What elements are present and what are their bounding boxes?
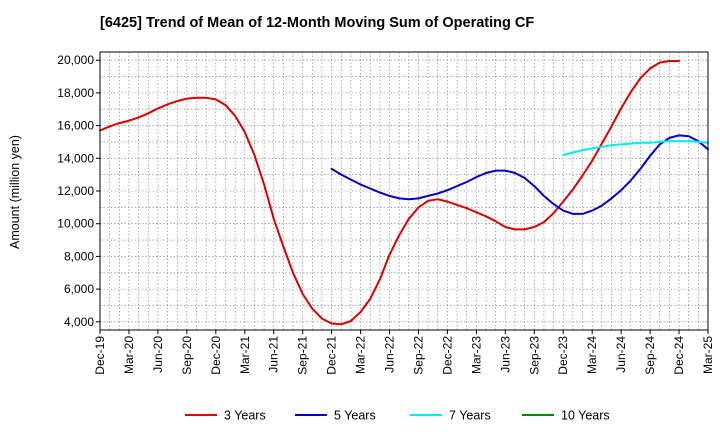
- x-tick-label: Jun-22: [383, 336, 397, 373]
- y-axis-label: Amount (million yen): [8, 135, 22, 249]
- legend-label-3-years: 3 Years: [224, 409, 266, 423]
- grid: [100, 52, 708, 330]
- x-tick-label: Mar-24: [585, 336, 599, 374]
- x-tick-label: Dec-22: [440, 336, 454, 375]
- x-tick-label: Sep-24: [643, 336, 657, 375]
- legend-label-10-years: 10 Years: [561, 409, 610, 423]
- legend: 3 Years 5 Years 7 Years 10 Years: [185, 409, 610, 423]
- y-tick-label: 10,000: [57, 217, 94, 231]
- x-tick-label: Mar-20: [122, 336, 136, 374]
- x-tick-label: Jun-24: [614, 336, 628, 373]
- y-tick-label: 12,000: [57, 184, 94, 198]
- series-line-3-years: [99, 60, 680, 326]
- x-axis-ticks: Dec-19 Mar-20 Jun-20 Sep-20 Dec-20 Mar-21 Jun-…: [93, 330, 715, 375]
- x-tick-label: Mar-21: [238, 336, 252, 374]
- y-tick-label: 4,000: [64, 315, 94, 329]
- x-tick-label: Mar-22: [354, 336, 368, 374]
- x-tick-label: Dec-24: [672, 336, 686, 375]
- y-tick-label: 14,000: [57, 151, 94, 165]
- x-tick-label: Sep-21: [296, 336, 310, 375]
- x-tick-label: Mar-25: [701, 336, 715, 374]
- x-tick-label: Sep-22: [411, 336, 425, 375]
- y-tick-label: 16,000: [57, 119, 94, 133]
- x-tick-label: Dec-23: [556, 336, 570, 375]
- y-tick-label: 20,000: [57, 53, 94, 67]
- y-tick-label: 8,000: [64, 249, 94, 263]
- series-line-5-years: [330, 134, 709, 215]
- series-lines: [99, 60, 709, 326]
- y-tick-label: 6,000: [64, 282, 94, 296]
- x-tick-label: Dec-21: [325, 336, 339, 375]
- y-tick-label: 18,000: [57, 86, 94, 100]
- legend-label-7-years: 7 Years: [449, 409, 491, 423]
- x-tick-label: Sep-23: [527, 336, 541, 375]
- x-tick-label: Jun-20: [151, 336, 165, 373]
- chart-title: [6425] Trend of Mean of 12-Month Moving …: [100, 15, 534, 31]
- series-line-7-years: [562, 140, 709, 156]
- x-tick-label: Jun-23: [498, 336, 512, 373]
- x-tick-label: Jun-21: [267, 336, 281, 373]
- legend-label-5-years: 5 Years: [334, 409, 376, 423]
- y-axis-ticks: 4,000 6,000 8,000 10,000 12,000 14,000 16,000 1…: [57, 53, 100, 329]
- x-tick-label: Dec-19: [93, 336, 107, 375]
- x-tick-label: Mar-23: [469, 336, 483, 374]
- x-tick-label: Sep-20: [180, 336, 194, 375]
- x-tick-label: Dec-20: [209, 336, 223, 375]
